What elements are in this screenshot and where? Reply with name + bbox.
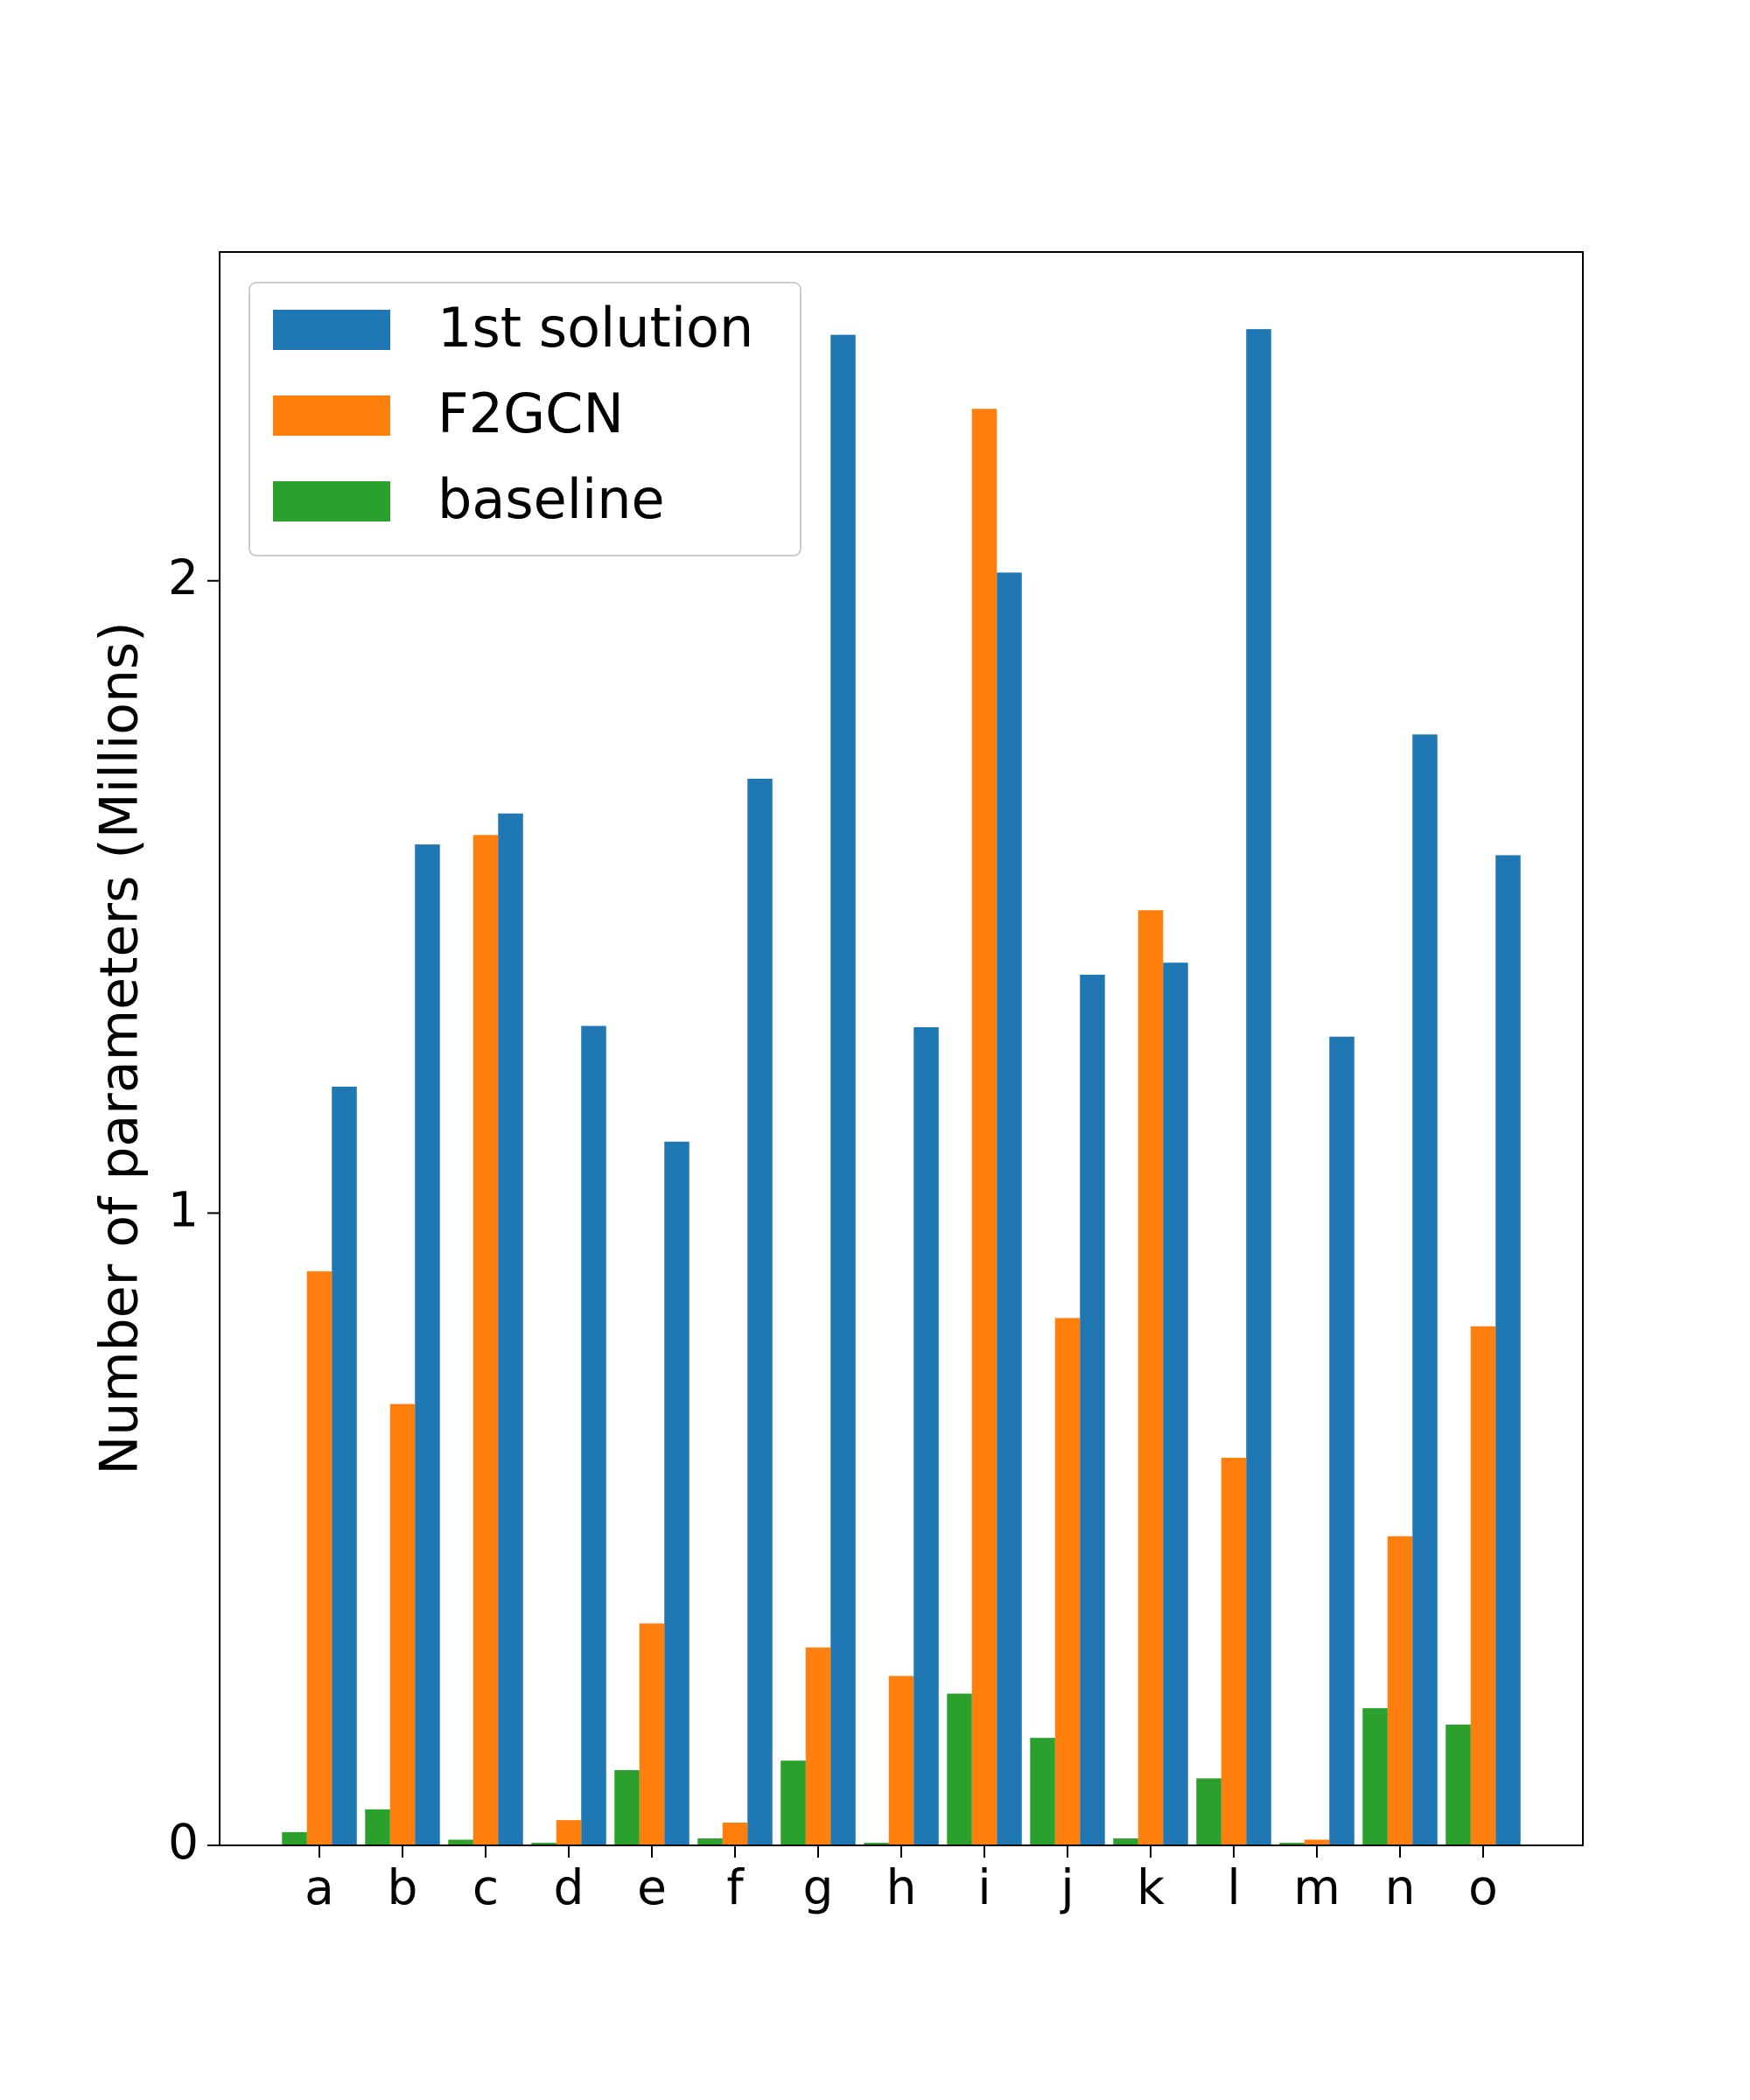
- bar: [664, 1141, 690, 1845]
- bar: [747, 778, 773, 1845]
- x-tick-label: h: [886, 1859, 917, 1915]
- bar: [1246, 329, 1271, 1845]
- bar: [697, 1838, 723, 1845]
- bar: [472, 835, 499, 1845]
- bar: [556, 1820, 582, 1845]
- bar: [1387, 1536, 1413, 1845]
- bar: [830, 334, 856, 1845]
- y-tick-label: 1: [168, 1182, 199, 1238]
- bar: [332, 1086, 357, 1845]
- bar: [389, 1404, 416, 1845]
- bar: [888, 1676, 914, 1845]
- bar: [780, 1760, 806, 1845]
- bar: [282, 1831, 307, 1845]
- y-axis-label: Number of parameters (Millions): [89, 621, 150, 1474]
- bar: [1054, 1318, 1081, 1845]
- bar: [639, 1623, 665, 1845]
- bar: [997, 572, 1022, 1845]
- x-tick-label: b: [388, 1859, 418, 1915]
- x-tick-label: k: [1137, 1859, 1165, 1915]
- bar: [805, 1647, 831, 1845]
- legend: 1st solution F2GCN baseline: [248, 282, 802, 556]
- legend-label: 1st solution: [438, 296, 753, 360]
- y-tick-label: 0: [168, 1814, 199, 1870]
- legend-label: F2GCN: [438, 382, 624, 445]
- bar: [1304, 1839, 1330, 1845]
- bar: [1030, 1738, 1055, 1845]
- bar: [947, 1693, 972, 1845]
- bar: [1196, 1778, 1222, 1845]
- x-tick-label: e: [637, 1859, 667, 1915]
- x-tick-label: c: [472, 1859, 499, 1915]
- x-tick-label: d: [554, 1859, 584, 1915]
- bar: [971, 409, 998, 1846]
- bar: [1138, 910, 1164, 1845]
- x-tick-label: j: [1060, 1859, 1074, 1915]
- bar: [1163, 962, 1188, 1845]
- bar: [1080, 974, 1105, 1845]
- x-tick-label: f: [726, 1859, 745, 1915]
- x-tick-label: g: [803, 1859, 834, 1915]
- bar: [531, 1843, 556, 1845]
- bar: [415, 844, 440, 1846]
- bar: [1113, 1838, 1138, 1845]
- legend-swatch: [273, 481, 390, 522]
- bar: [498, 813, 523, 1845]
- bar: [1412, 734, 1438, 1845]
- legend-swatch: [273, 310, 390, 350]
- bar: [1446, 1724, 1471, 1845]
- bar: [1329, 1036, 1354, 1845]
- x-tick-label: a: [304, 1859, 334, 1915]
- x-tick-label: m: [1293, 1859, 1340, 1915]
- bar: [581, 1026, 606, 1845]
- bar: [1279, 1843, 1305, 1845]
- legend-swatch: [273, 396, 390, 436]
- bar: [306, 1270, 332, 1845]
- x-tick-label: o: [1468, 1859, 1498, 1915]
- legend-label: baseline: [438, 467, 665, 531]
- bar: [1495, 855, 1521, 1845]
- x-tick-label: i: [977, 1859, 990, 1915]
- bar: [1221, 1458, 1247, 1845]
- bar: [365, 1809, 390, 1845]
- bar: [614, 1770, 640, 1845]
- bar: [914, 1026, 939, 1845]
- bar: [864, 1843, 889, 1845]
- bar: [448, 1839, 473, 1845]
- x-tick-label: l: [1227, 1859, 1240, 1915]
- bar: [1362, 1708, 1388, 1845]
- y-tick-label: 2: [168, 550, 199, 606]
- bar: [1470, 1326, 1496, 1845]
- plot-frame: [219, 251, 1584, 1846]
- bar: [722, 1822, 748, 1845]
- x-tick-label: n: [1385, 1859, 1416, 1915]
